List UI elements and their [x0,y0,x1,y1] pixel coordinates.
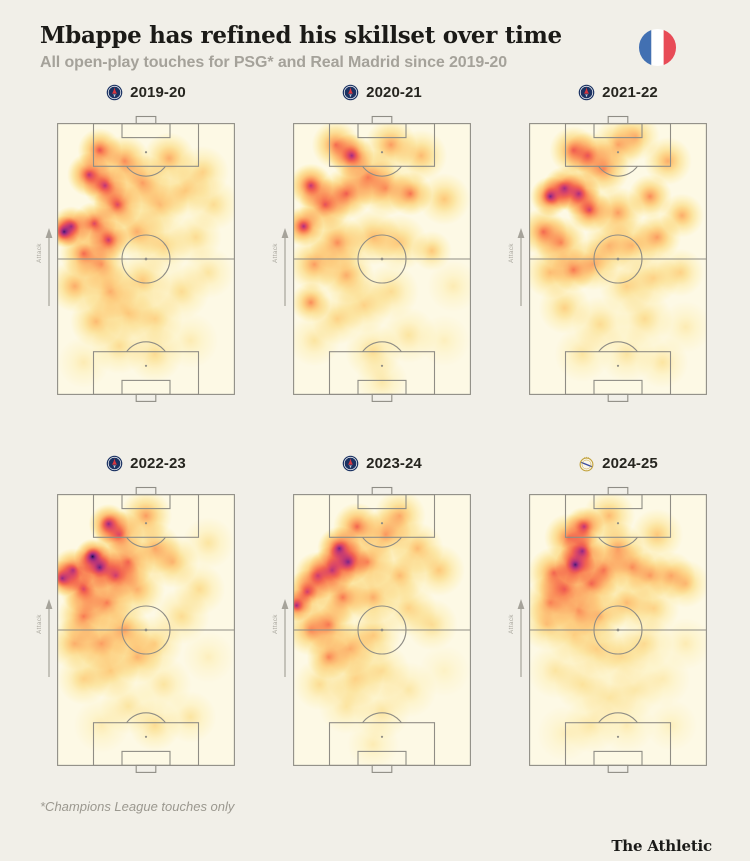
pitch: Attack [37,486,235,773]
season-label: 2021-22 [602,83,658,101]
season-panel: 2020-21 [273,82,471,402]
attack-arrow-icon [281,228,289,306]
season-label: 2024-25 [602,454,658,472]
attack-direction-label: Attack [37,614,43,634]
france-flag-icon [638,28,677,67]
pitch: Attack [509,486,707,773]
season-label: 2020-21 [366,83,422,101]
attack-direction-label: Attack [37,243,43,263]
pitch-markings [293,486,471,773]
pitch-markings [293,115,471,402]
psg-badge-icon [106,455,123,471]
page-subtitle: All open-play touches for PSG* and Real … [40,54,508,71]
panel-header: 2021-22 [529,82,707,102]
panel-header: 2020-21 [293,82,471,102]
psg-badge-icon [106,84,123,100]
pitch-markings [529,486,707,773]
pitch-markings [529,115,707,402]
psg-badge-icon [578,84,595,100]
real-madrid-badge-icon [579,456,594,471]
attack-direction-label: Attack [273,614,279,634]
page-title: Mbappe has refined his skillset over tim… [40,22,562,49]
season-panel: 2024-25 [509,453,707,773]
attack-arrow-icon [281,599,289,677]
footnote: *Champions League touches only [40,799,235,814]
panel-header: 2022-23 [57,453,235,473]
panel-header: 2023-24 [293,453,471,473]
season-label: 2022-23 [130,454,186,472]
brand-wordmark: The Athletic [611,837,712,855]
attack-arrow-icon [45,599,53,677]
pitch: Attack [37,115,235,402]
attack-arrow-icon [517,228,525,306]
season-panel: 2022-23 [37,453,235,773]
psg-badge-icon [342,84,359,100]
attack-direction-label: Attack [509,614,515,634]
pitch-markings [57,486,235,773]
pitch: Attack [273,115,471,402]
season-panel: 2019-20 [37,82,235,402]
season-label: 2019-20 [130,83,186,101]
attack-arrow-icon [517,599,525,677]
heatmap-grid: 2019-20 [37,82,707,773]
panel-header: 2019-20 [57,82,235,102]
pitch-markings [57,115,235,402]
panel-header: 2024-25 [529,453,707,473]
season-panel: 2021-22 [509,82,707,402]
season-label: 2023-24 [366,454,422,472]
attack-arrow-icon [45,228,53,306]
season-panel: 2023-24 [273,453,471,773]
pitch: Attack [509,115,707,402]
attack-direction-label: Attack [273,243,279,263]
pitch: Attack [273,486,471,773]
attack-direction-label: Attack [509,243,515,263]
psg-badge-icon [342,455,359,471]
